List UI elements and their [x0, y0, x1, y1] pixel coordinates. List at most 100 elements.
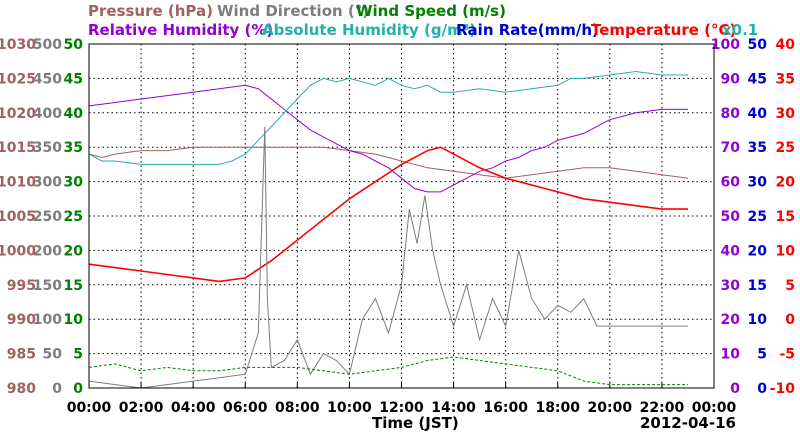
- y-tick-label-wind-direction: 400: [33, 106, 62, 122]
- y-tick-label-rain-rate: 0: [757, 381, 767, 397]
- y-tick-label-relative-humidity: 80: [721, 106, 741, 122]
- y-tick-label-rain-rate: 35: [748, 140, 767, 156]
- y-tick-label-pressure: 985: [7, 347, 36, 363]
- series-line-pressure: [88, 146, 689, 179]
- y-tick-label-wind-speed: 25: [64, 209, 83, 225]
- x-tick-label: 02:00: [119, 400, 164, 416]
- y-tick-label-relative-humidity: 30: [721, 278, 741, 294]
- y-tick-label-temperature: 35: [776, 71, 795, 87]
- y-tick-label-relative-humidity: 90: [721, 71, 741, 87]
- y-tick-label-wind-direction: 500: [33, 37, 62, 53]
- series-line-wind-speed: [88, 356, 688, 386]
- y-tick-label-rain-rate: 10: [748, 312, 768, 328]
- y-tick-label-pressure: 1015: [0, 140, 36, 156]
- y-tick-label-temperature: 0: [785, 312, 795, 328]
- x-tick-label: 06:00: [223, 400, 268, 416]
- y-tick-label-wind-speed: 20: [64, 243, 84, 259]
- y-tick-label-rain-rate: 40: [748, 106, 768, 122]
- x-tick-label: 22:00: [640, 400, 685, 416]
- x-tick-label: 18:00: [535, 400, 580, 416]
- y-tick-label-pressure: 1025: [0, 71, 36, 87]
- y-tick-label-wind-direction: 350: [33, 140, 62, 156]
- y-tick-label-pressure: 1020: [0, 106, 36, 122]
- y-tick-label-relative-humidity: 60: [721, 175, 741, 191]
- series-line-wind-direction: [88, 126, 688, 389]
- grid-layer: [89, 44, 714, 388]
- plot-frame: [88, 43, 715, 389]
- y-tick-label-wind-direction: 450: [33, 71, 62, 87]
- x-tick-label: 20:00: [588, 400, 633, 416]
- x-tick-label: 04:00: [171, 400, 216, 416]
- y-tick-label-temperature: 40: [776, 37, 796, 53]
- y-tick-label-pressure: 990: [7, 312, 36, 328]
- y-tick-label-temperature: 25: [776, 140, 795, 156]
- y-tick-label-rain-rate: 25: [748, 209, 767, 225]
- y-tick-label-wind-speed: 30: [64, 175, 84, 191]
- x-tick-label: 00:00: [67, 400, 112, 416]
- y-tick-label-pressure: 1030: [0, 37, 36, 53]
- y-tick-label-temperature: 5: [785, 278, 795, 294]
- y-tick-label-pressure: 995: [7, 278, 36, 294]
- y-tick-label-wind-direction: 300: [33, 175, 62, 191]
- y-tick-label-rain-rate: 15: [748, 278, 767, 294]
- y-tick-label-rain-rate: 30: [748, 175, 768, 191]
- x-tick-label: 14:00: [431, 400, 476, 416]
- y-tick-label-temperature: 15: [776, 209, 795, 225]
- header-relative-humidity: Relative Humidity (%): [88, 21, 273, 39]
- x-axis-label: Time (JST): [372, 414, 459, 432]
- y-tick-label-pressure: 1000: [0, 243, 36, 259]
- y-tick-label-temperature: 10: [776, 243, 796, 259]
- y-tick-label-wind-speed: 0: [73, 381, 83, 397]
- y-tick-label-relative-humidity: 0: [730, 381, 740, 397]
- y-tick-label-rain-rate: 45: [748, 71, 767, 87]
- y-tick-label-temperature: 20: [776, 175, 796, 191]
- x-tick-label: 12:00: [379, 400, 424, 416]
- y-tick-label-relative-humidity: 50: [721, 209, 741, 225]
- y-tick-label-wind-speed: 35: [64, 140, 83, 156]
- y-tick-label-wind-speed: 15: [64, 278, 83, 294]
- y-tick-label-wind-direction: 0: [52, 381, 62, 397]
- header-rain-rate: Rain Rate(mm/h): [456, 21, 599, 39]
- series-layer: [88, 70, 689, 389]
- x-tick-label: 00:00: [692, 400, 737, 416]
- y-tick-label-relative-humidity: 20: [721, 312, 741, 328]
- x-tick-label: 10:00: [327, 400, 372, 416]
- y-tick-label-wind-direction: 200: [33, 243, 62, 259]
- y-tick-label-wind-direction: 100: [33, 312, 62, 328]
- y-tick-label-temperature: -5: [779, 347, 795, 363]
- y-tick-label-relative-humidity: 70: [721, 140, 741, 156]
- y-tick-label-rain-rate: 50: [748, 37, 768, 53]
- series-line-temperature: [88, 146, 688, 283]
- y-tick-label-wind-direction: 50: [43, 347, 63, 363]
- y-tick-label-wind-speed: 50: [64, 37, 84, 53]
- y-tick-label-relative-humidity: 100: [711, 37, 740, 53]
- y-tick-label-pressure: 1005: [0, 209, 36, 225]
- y-tick-label-rain-rate: 20: [748, 243, 768, 259]
- y-tick-label-wind-speed: 5: [73, 347, 83, 363]
- y-tick-label-relative-humidity: 40: [721, 243, 741, 259]
- y-tick-label-relative-humidity: 10: [721, 347, 741, 363]
- y-tick-label-wind-speed: 10: [64, 312, 84, 328]
- header-scale-note: x0.1: [722, 21, 758, 39]
- header-temperature: Temperature (°C): [591, 21, 736, 39]
- header-wind-speed: Wind Speed (m/s): [356, 2, 506, 20]
- date-label: 2012-04-16: [640, 414, 736, 432]
- y-tick-label-wind-speed: 40: [64, 106, 84, 122]
- series-line-relative-humidity: [88, 84, 688, 193]
- header-pressure: Pressure (hPa): [88, 2, 213, 20]
- header-wind-direction: Wind Direction (°): [217, 2, 369, 20]
- y-tick-label-wind-direction: 250: [33, 209, 62, 225]
- y-tick-label-wind-speed: 45: [64, 71, 83, 87]
- y-tick-label-wind-direction: 150: [33, 278, 62, 294]
- series-line-absolute-humidity: [88, 70, 688, 165]
- y-tick-label-pressure: 980: [7, 381, 36, 397]
- header-absolute-humidity: Absolute Humidity (g/m³): [262, 21, 476, 39]
- y-tick-label-pressure: 1010: [0, 175, 36, 191]
- y-tick-label-temperature: -10: [770, 381, 796, 397]
- axis-layer: 00:00 02:00 04:00 06:00 08:00 10:00 12:00 14:00…: [0, 37, 795, 416]
- x-tick-label: 16:00: [483, 400, 528, 416]
- y-tick-label-rain-rate: 5: [757, 347, 767, 363]
- x-tick-label: 08:00: [275, 400, 320, 416]
